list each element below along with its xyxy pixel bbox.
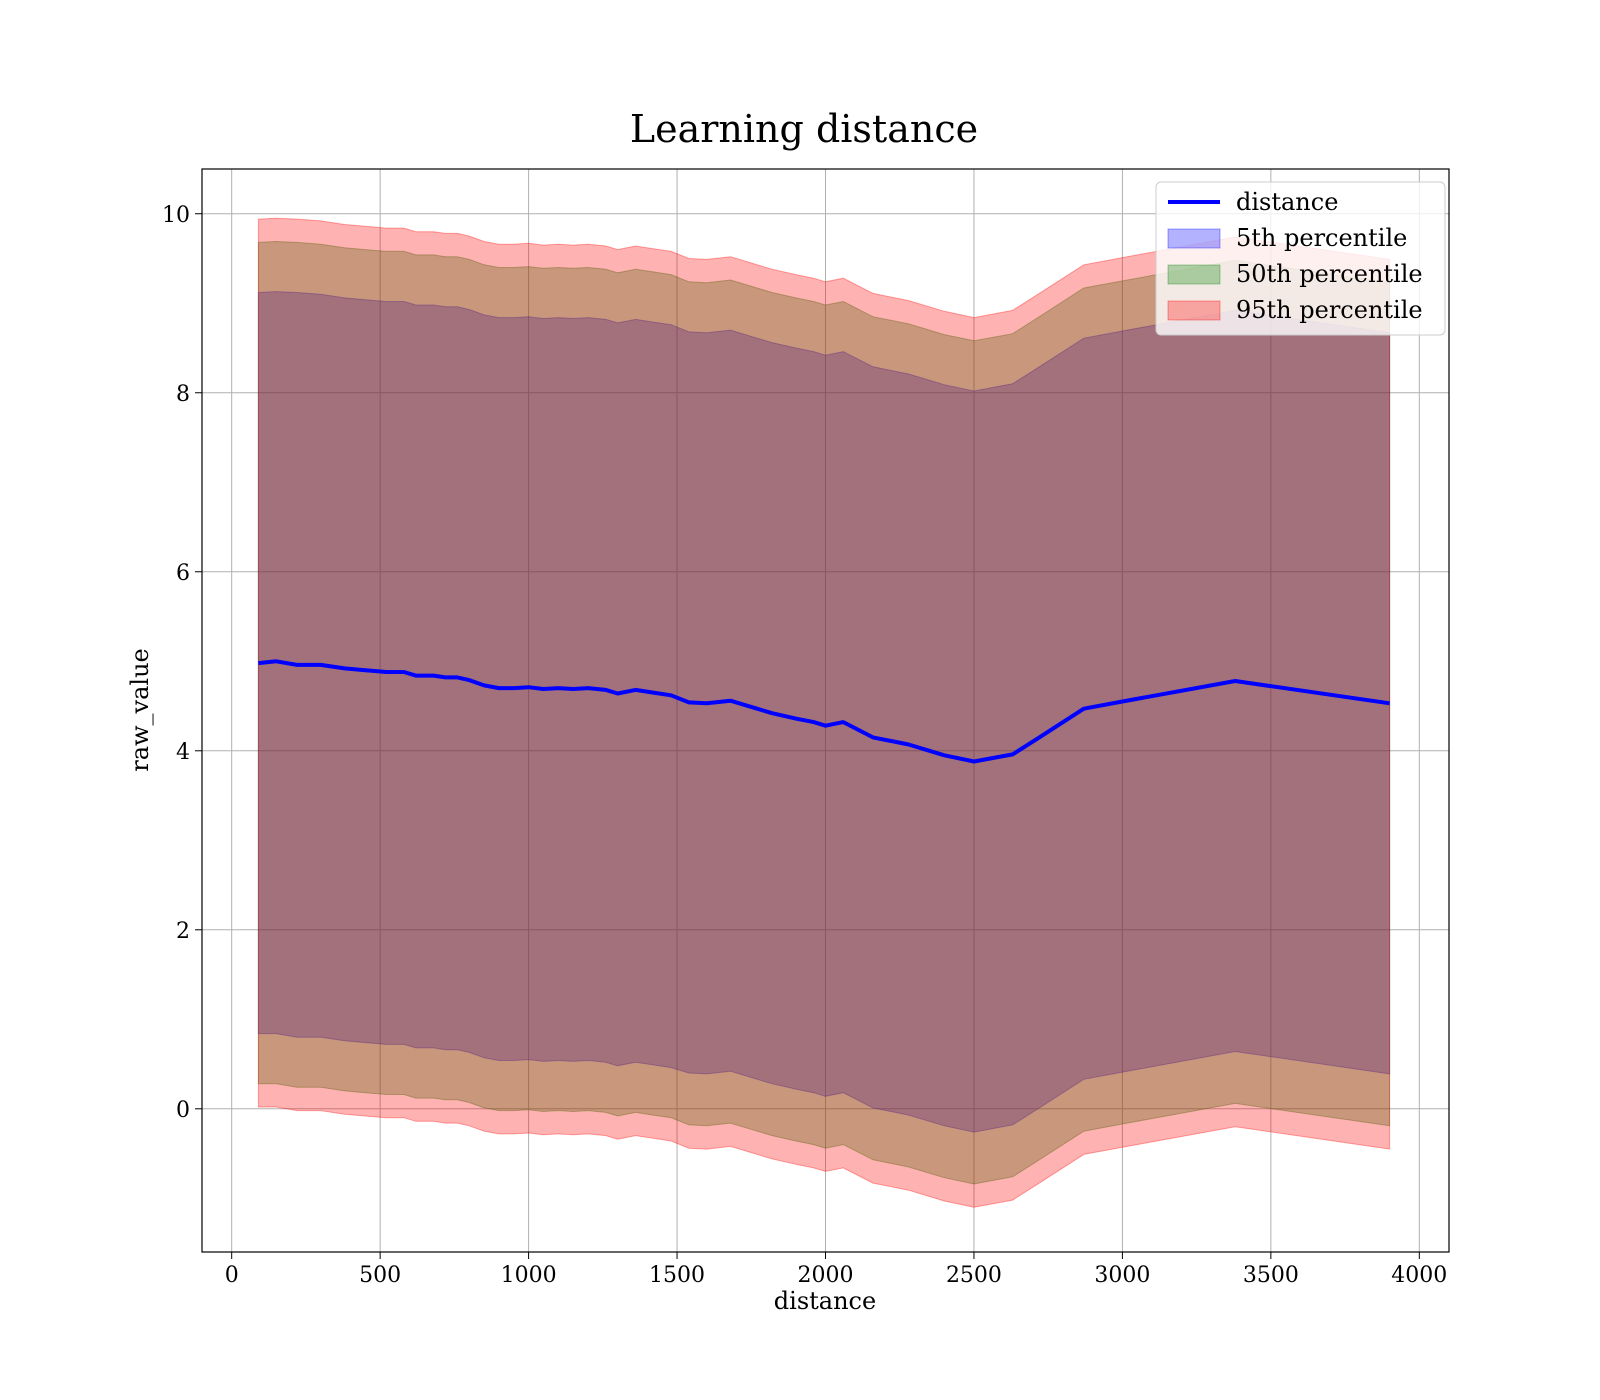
x-tick-label: 4000 [1391,1263,1447,1288]
y-tick-label: 0 [176,1098,190,1123]
grid [202,169,1449,1252]
legend: distance 5th percentile 50th percentile 95t… [1155,181,1446,336]
5th-percentile-band [257,291,1391,1133]
x-tick-label: 1500 [649,1263,705,1288]
y-axis-ticks: 0 2 4 6 8 10 [162,203,202,1123]
legend-label-95th-percentile: 95th percentile [1236,296,1423,324]
x-tick-label: 2500 [946,1263,1002,1288]
y-tick-label: 4 [176,740,190,765]
legend-box [1155,181,1446,336]
x-tick-label: 2000 [798,1263,854,1288]
legend-label-50th-percentile: 50th percentile [1236,260,1423,288]
series-lines [258,659,1390,764]
x-axis-ticks: 0 500 1000 1500 2000 2500 3000 3500 4000 [225,1252,1447,1288]
legend-label-5th-percentile: 5th percentile [1236,224,1407,252]
x-tick-label: 3500 [1243,1263,1299,1288]
x-tick-label: 1000 [501,1263,557,1288]
y-tick-label: 2 [176,919,190,944]
y-tick-label: 8 [176,382,190,407]
x-tick-label: 3000 [1094,1263,1150,1288]
x-tick-label: 0 [225,1263,239,1288]
legend-swatch-50th-percentile [1167,264,1221,285]
y-axis-label: raw_value [126,648,154,772]
percentile-bands [257,217,1391,1208]
50th-percentile-band [257,240,1391,1185]
legend-swatch-95th-percentile [1167,300,1221,321]
x-axis-label: distance [774,1287,876,1315]
chart-title: Learning distance [630,107,978,151]
y-tick-label: 6 [176,561,190,586]
x-tick-label: 500 [359,1263,401,1288]
legend-swatch-5th-percentile [1167,228,1221,249]
distance-line [258,659,1390,764]
y-tick-label: 10 [162,203,190,228]
legend-label-distance: distance [1236,188,1338,216]
95th-percentile-band [257,217,1391,1208]
